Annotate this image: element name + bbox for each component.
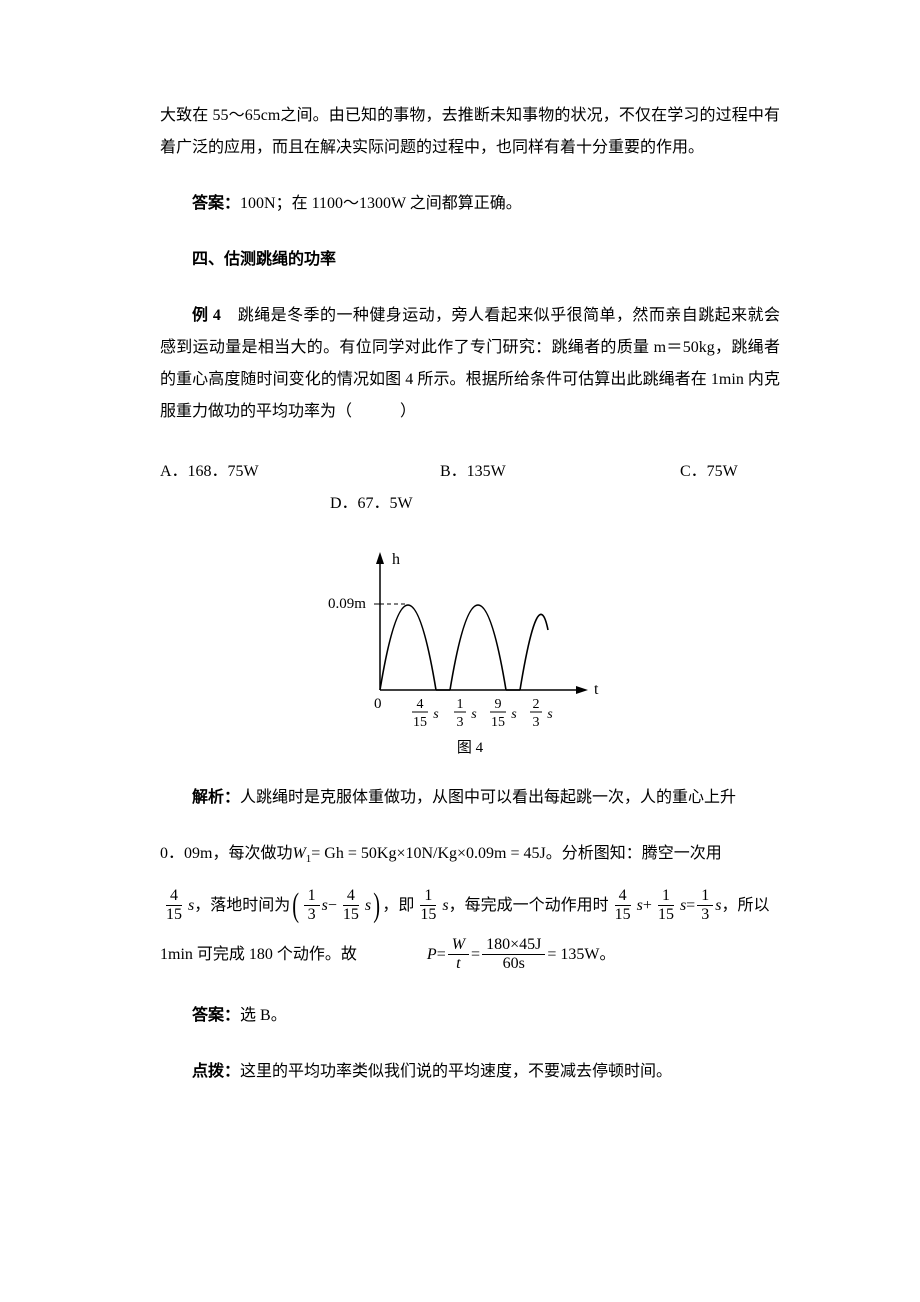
rparen: ) <box>373 889 380 923</box>
analysis-text-2: 0．09m，每次做功 <box>160 838 292 870</box>
y-tick-label: 0.09m <box>328 596 366 612</box>
answer-2-label: 答案： <box>192 1007 240 1024</box>
frac-4-15-b: 4 15 <box>339 888 363 923</box>
option-c: C．75W <box>680 456 738 488</box>
minus-sign: − <box>328 890 337 922</box>
option-d: D．67．5W <box>330 488 413 520</box>
answer-2: 答案：选 B。 <box>160 1000 780 1032</box>
plus-sign: + <box>643 890 652 922</box>
frac-4-15-c: 4 15 <box>611 888 635 923</box>
chart-caption: 图 4 <box>457 739 484 756</box>
eq1: = <box>437 939 446 971</box>
frac-w-t: W t <box>448 937 469 972</box>
y-axis-label: h <box>392 551 400 568</box>
analysis-line-2: 0．09m，每次做功 W1 = Gh = 50Kg×10N/Kg×0.09m =… <box>160 838 780 870</box>
frac-1-15-a: 1 15 <box>416 888 440 923</box>
analysis-label: 解析： <box>192 789 240 806</box>
w1-symbol: W1 <box>292 838 311 870</box>
svg-text:4: 4 <box>417 697 424 712</box>
line2-t3: ，每完成一个动作用时 <box>449 890 609 922</box>
x-axis-label: t <box>594 681 599 698</box>
example-4-text: 跳绳是冬季的一种健身运动，旁人看起来似乎很简单，然而亲自跳起来就会感到运动量是相… <box>160 307 780 420</box>
svg-text:15: 15 <box>413 715 427 730</box>
frac-result: 180×45J 60s <box>482 937 545 972</box>
line2-t4: ，所以 <box>721 890 769 922</box>
intro-paragraph: 大致在 55～65cm之间。由已知的事物，去推断未知事物的状况，不仅在学习的过程… <box>160 100 780 164</box>
frac-4-15-a: 4 15 <box>162 888 186 923</box>
svg-text:9: 9 <box>495 697 502 712</box>
frac-1-3-a: 1 3 <box>304 888 320 923</box>
line3-period: 。 <box>599 939 615 971</box>
option-a: A．168．75W <box>160 456 440 488</box>
answer-1: 答案：100N；在 1100～1300W 之间都算正确。 <box>160 188 780 220</box>
analysis-text-1: 人跳绳时是克服体重做功，从图中可以看出每起跳一次，人的重心上升 <box>240 789 736 806</box>
tip-label: 点拨： <box>192 1063 240 1080</box>
svg-text:3: 3 <box>533 715 540 730</box>
unit-s-3: s <box>365 890 371 922</box>
svg-text:s: s <box>433 707 439 722</box>
origin-label: 0 <box>374 696 382 712</box>
svg-text:s: s <box>471 707 477 722</box>
analysis-line-4: 1min 可完成 180 个动作。故 P = W t = 180×45J 60s… <box>160 937 780 972</box>
svg-text:s: s <box>547 707 553 722</box>
tip-paragraph: 点拨：这里的平均功率类似我们说的平均速度，不要减去停顿时间。 <box>160 1056 780 1088</box>
chart-figure: h t 0 0.09m 4 15 s 1 3 s 9 15 s 2 <box>160 540 780 772</box>
svg-text:s: s <box>511 707 517 722</box>
frac-1-15-b: 1 15 <box>654 888 678 923</box>
line2-t2: ，即 <box>382 890 414 922</box>
line2-t1: ，落地时间为 <box>194 890 290 922</box>
svg-text:15: 15 <box>491 715 505 730</box>
p-result: = 135W <box>547 939 599 971</box>
answer-1-label: 答案： <box>192 195 240 212</box>
option-b: B．135W <box>440 456 680 488</box>
analysis-line-3: 4 15 s ，落地时间为 ( 1 3 s − 4 15 s ) ，即 1 15… <box>160 888 780 923</box>
tip-text: 这里的平均功率类似我们说的平均速度，不要减去停顿时间。 <box>240 1063 672 1080</box>
p-symbol: P <box>427 939 437 971</box>
svg-text:1: 1 <box>457 697 464 712</box>
svg-text:2: 2 <box>533 697 540 712</box>
example-4: 例 4 跳绳是冬季的一种健身运动，旁人看起来似乎很简单，然而亲自跳起来就会感到运… <box>160 300 780 428</box>
eq2: = <box>471 939 480 971</box>
frac-1-3-b: 1 3 <box>697 888 713 923</box>
analysis-text-3: 。分析图知：腾空一次用 <box>546 838 722 870</box>
example-4-label: 例 4 <box>192 307 221 324</box>
answer-1-text: 100N；在 1100～1300W 之间都算正确。 <box>240 195 522 212</box>
options-block: A．168．75W B．135W C．75W D．67．5W <box>160 456 780 520</box>
lparen: ( <box>293 889 300 923</box>
line3-t1: 1min 可完成 180 个动作。故 <box>160 939 357 971</box>
answer-2-text: 选 B。 <box>240 1007 287 1024</box>
svg-text:3: 3 <box>457 715 464 730</box>
eq-sign: = <box>686 890 695 922</box>
section-4-title: 四、估测跳绳的功率 <box>160 244 780 276</box>
w1-equation: = Gh = 50Kg×10N/Kg×0.09m = 45J <box>311 838 545 870</box>
analysis-para-1: 解析：人跳绳时是克服体重做功，从图中可以看出每起跳一次，人的重心上升 <box>160 782 780 814</box>
chart-svg: h t 0 0.09m 4 15 s 1 3 s 9 15 s 2 <box>320 540 620 760</box>
